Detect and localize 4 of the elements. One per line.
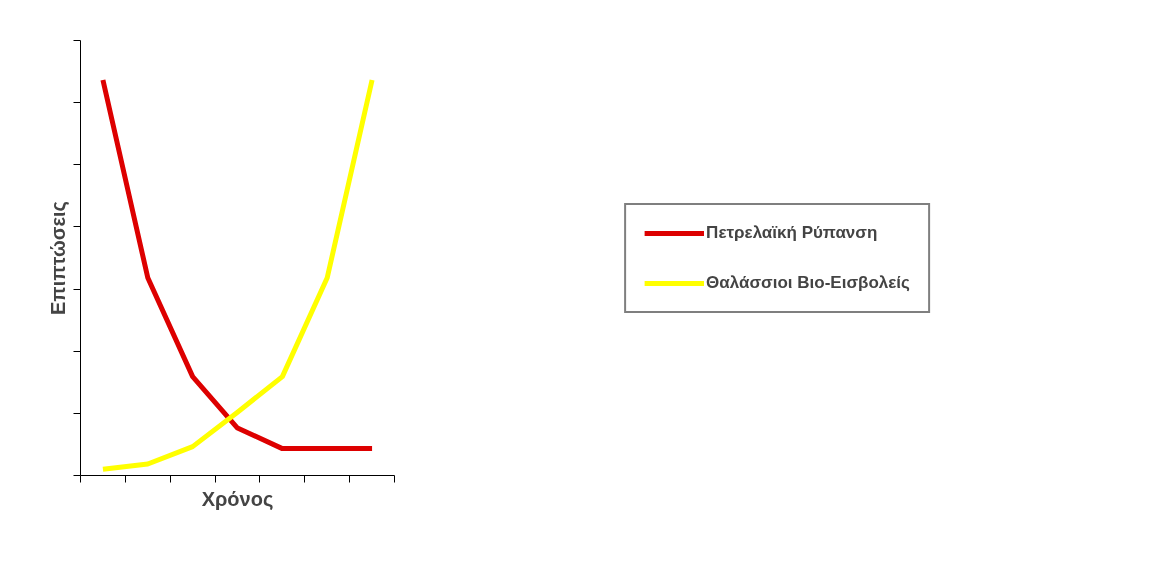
legend-label: Πετρελαϊκή Ρύπανση <box>706 222 878 243</box>
legend-label: Θαλάσσιοι Βιο-Εισβολείς <box>706 272 910 293</box>
x-axis-title: Χρόνος <box>201 487 274 510</box>
y-axis-title: Επιπτώσεις <box>46 201 69 315</box>
